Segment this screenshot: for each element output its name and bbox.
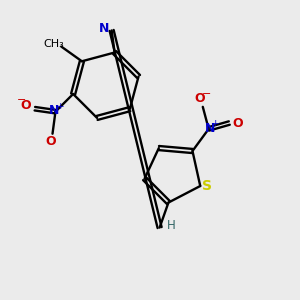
Text: N: N xyxy=(205,122,215,134)
Text: O: O xyxy=(194,92,205,105)
Text: O: O xyxy=(46,136,56,148)
Text: −: − xyxy=(17,95,26,106)
Text: CH₃: CH₃ xyxy=(44,39,64,49)
Text: O: O xyxy=(232,116,243,130)
Text: H: H xyxy=(167,219,176,232)
Text: N: N xyxy=(49,104,59,117)
Text: −: − xyxy=(202,88,211,99)
Text: O: O xyxy=(21,99,31,112)
Text: +: + xyxy=(56,102,64,111)
Text: N: N xyxy=(99,22,110,35)
Text: S: S xyxy=(202,179,212,193)
Text: +: + xyxy=(212,119,219,128)
